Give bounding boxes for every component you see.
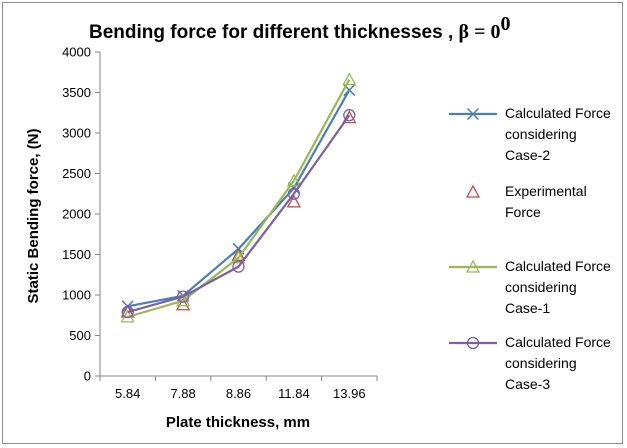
legend-label: Case-1 [505,300,550,316]
y-tick-label: 0 [84,369,91,384]
legend-label: Calculated Force [505,258,611,274]
series-group [121,109,356,319]
y-tick-label: 3500 [62,85,91,100]
legend-label: Case-2 [505,147,550,163]
legend-item: Calculated Force considering Case-2 [449,105,611,163]
legend-label: considering [505,279,577,295]
axes: 0 500 1000 1500 2000 2500 3000 3500 4000 5.84 7.88… [62,45,378,401]
series-line [127,114,351,314]
series-group [120,72,357,323]
x-axis-title: Plate thickness, mm [166,414,310,431]
legend-label: considering [505,355,577,371]
series-line [127,79,351,318]
series-group [121,84,356,313]
legend-label: Force [505,204,541,220]
data-point [286,194,301,208]
x-tick-label: 5.84 [115,386,140,401]
y-tick-label: 4000 [62,45,91,60]
legend-marker [465,259,481,273]
legend-item: Calculated Force considering Case-3 [449,334,611,392]
y-tick-label: 1500 [62,247,91,262]
series-line [127,89,351,308]
data-point [287,187,301,200]
legend-label: considering [505,126,577,142]
x-tick-label: 11.84 [278,386,310,401]
y-tick-label: 2500 [62,166,91,181]
data-point [232,260,245,273]
legend-item: Experimental Force [465,183,587,220]
legend-label: Experimental [505,183,587,199]
legend-marker [466,107,480,121]
legend: Calculated Force considering Case-2 Experim… [449,105,611,392]
chart-title: Bending force for different thicknesses … [89,13,510,43]
data-point [176,297,191,311]
plot-series [120,72,357,323]
y-tick-label: 500 [69,328,91,343]
data-point [231,250,246,264]
legend-item: Calculated Force considering Case-1 [449,258,611,316]
y-tick-label: 3000 [62,126,91,141]
data-point [121,305,134,319]
legend-marker [465,184,481,198]
data-point [343,109,356,122]
chart-frame [2,2,623,444]
legend-label: Case-3 [505,376,550,392]
legend-marker [466,336,480,350]
x-tick-label: 8.86 [226,386,251,401]
x-tick-label: 7.88 [170,386,195,401]
data-point [342,110,357,124]
data-point [342,72,357,86]
y-tick-label: 2000 [62,207,91,222]
data-point [176,290,190,303]
legend-label: Calculated Force [505,105,611,121]
y-tick-label: 1000 [62,288,91,303]
x-tick-label: 13.96 [333,386,366,401]
legend-label: Calculated Force [505,334,611,350]
data-point [176,293,191,307]
data-point [286,173,301,187]
y-axis-title: Static Bending force, (N) [25,128,42,303]
